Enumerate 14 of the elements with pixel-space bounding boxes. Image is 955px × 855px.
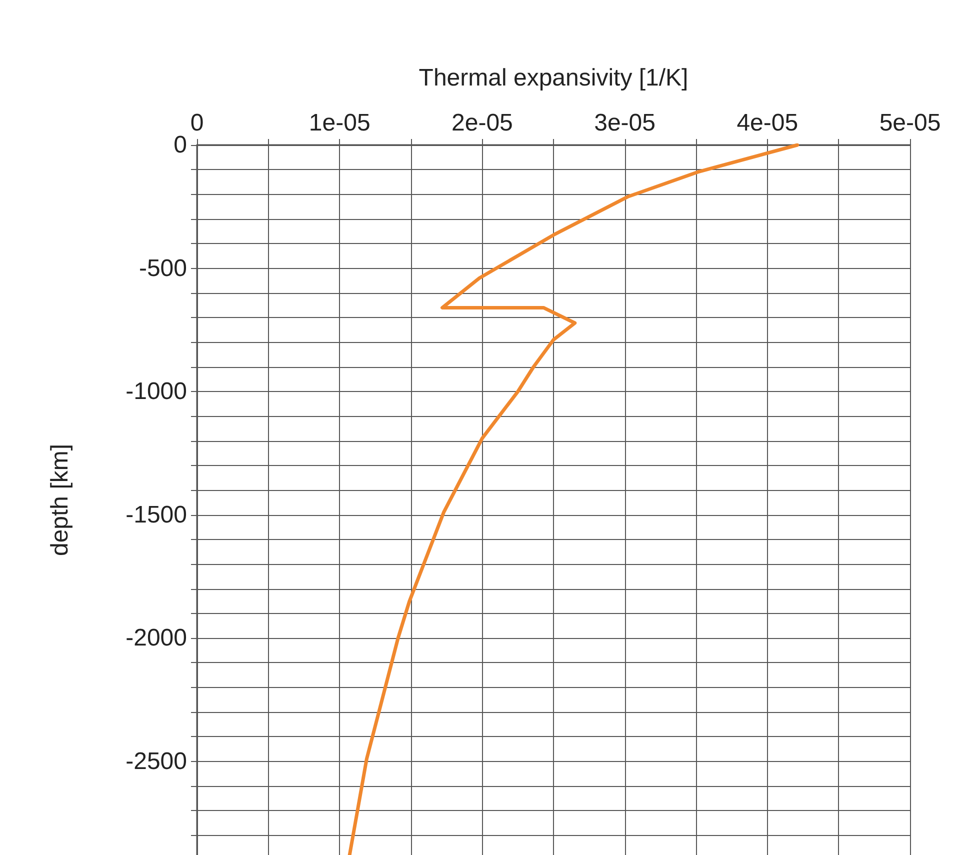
x-tick-label: 5e-05 <box>879 110 941 136</box>
y-tick-label: -1000 <box>126 378 187 406</box>
y-tick-label: -1500 <box>126 501 187 528</box>
x-tick-label: 0 <box>190 110 204 136</box>
x-tick-label: 4e-05 <box>736 110 798 136</box>
y-tick-label: -500 <box>138 254 187 282</box>
y-axis-title: depth [km] <box>46 444 74 556</box>
y-tick-label: 0 <box>174 132 187 158</box>
x-tick-label: 2e-05 <box>452 110 513 136</box>
y-tick-label: -2000 <box>126 624 187 652</box>
y-tick-label: -2500 <box>126 748 187 775</box>
x-tick-label: 1e-05 <box>308 110 370 136</box>
x-tick-label: 3e-05 <box>594 110 656 136</box>
x-axis-title: Thermal expansivity [1/K] <box>418 64 688 92</box>
